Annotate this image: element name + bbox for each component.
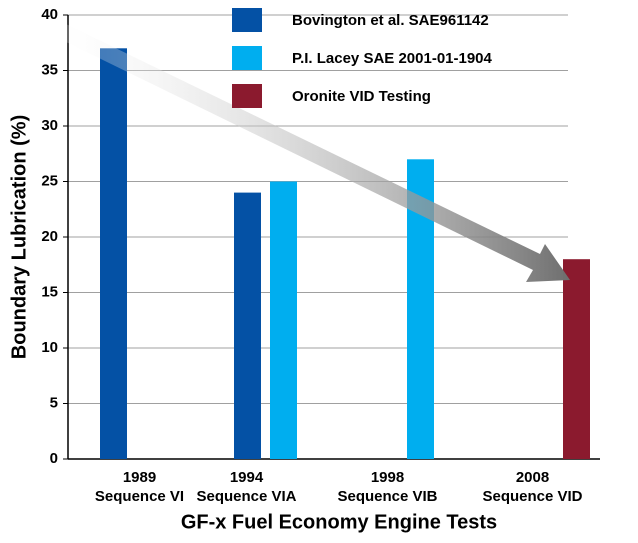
y-tick-label: 40 — [41, 6, 58, 23]
x-axis-label: GF-x Fuel Economy Engine Tests — [181, 511, 497, 533]
legend-swatch — [232, 8, 262, 32]
y-tick-label: 5 — [50, 394, 58, 411]
legend-swatch — [232, 46, 262, 70]
x-tick-label: 1994 — [230, 469, 264, 486]
x-tick-label: Sequence VIB — [337, 488, 437, 505]
bar — [563, 259, 590, 459]
y-tick-label: 20 — [41, 228, 58, 245]
legend-label: P.I. Lacey SAE 2001-01-1904 — [292, 50, 493, 67]
bar — [234, 192, 261, 459]
trend-arrow — [62, 24, 570, 282]
x-tick-label: Sequence VI — [95, 488, 184, 505]
y-tick-label: 15 — [41, 283, 58, 300]
y-tick-label: 10 — [41, 339, 58, 356]
x-tick-label: 1998 — [371, 469, 404, 486]
y-axis-label: Boundary Lubrication (%) — [8, 115, 30, 359]
y-tick-label: 35 — [41, 61, 58, 78]
bar — [100, 48, 127, 460]
legend-label: Bovington et al. SAE961142 — [292, 12, 489, 29]
x-tick-label: 2008 — [516, 469, 549, 486]
x-tick-label: Sequence VID — [482, 488, 582, 505]
legend-swatch — [232, 84, 262, 108]
y-tick-label: 30 — [41, 117, 58, 134]
y-tick-label: 0 — [50, 450, 58, 467]
x-tick-label: Sequence VIA — [196, 488, 296, 505]
bar — [270, 181, 297, 459]
y-tick-label: 25 — [41, 172, 58, 189]
legend-label: Oronite VID Testing — [292, 88, 431, 105]
x-tick-label: 1989 — [123, 469, 156, 486]
grid — [63, 14, 600, 460]
